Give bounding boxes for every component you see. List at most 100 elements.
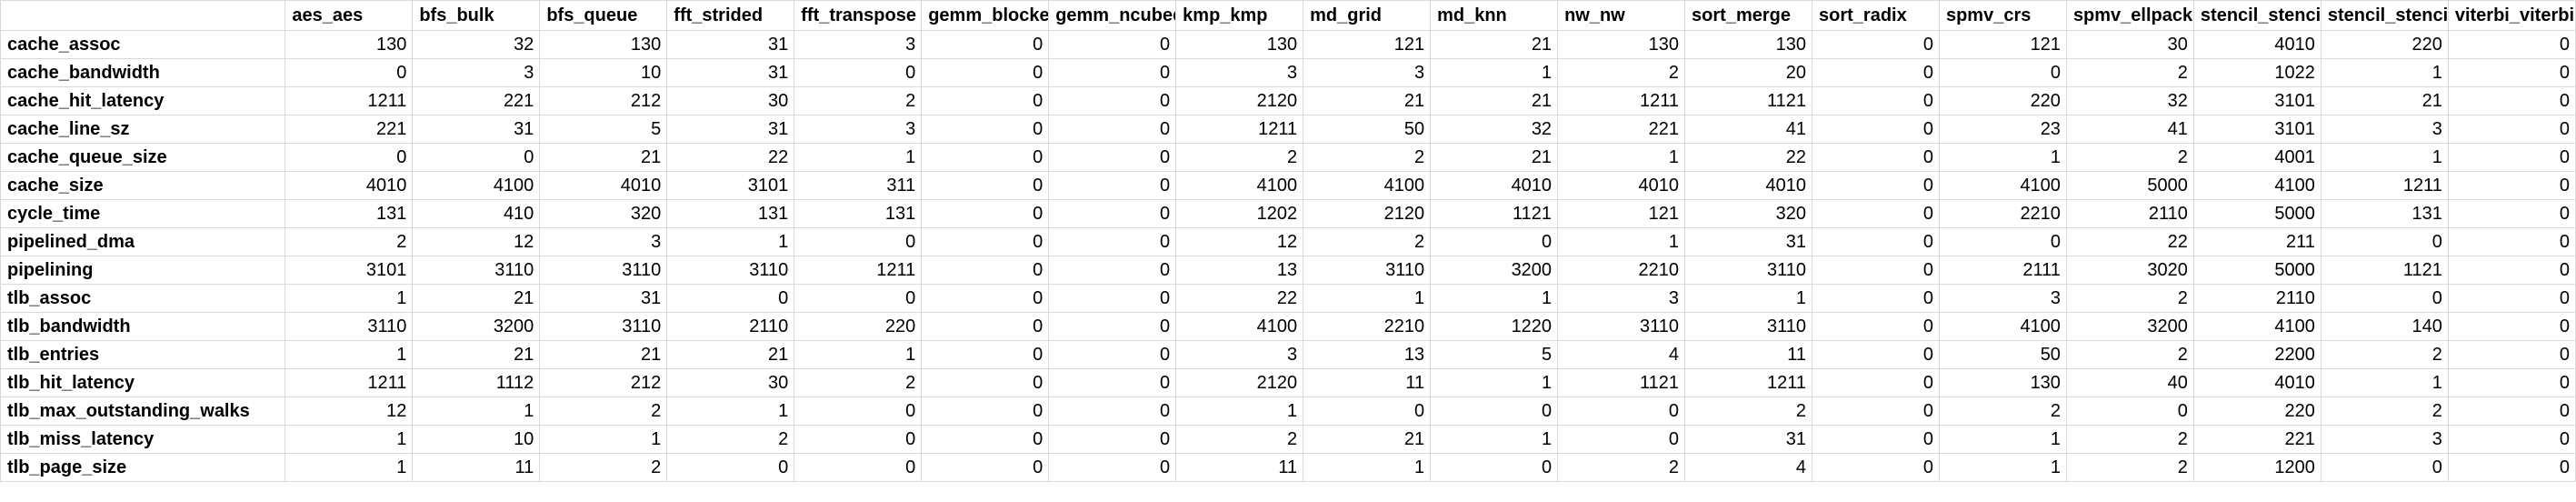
column-header-gemm-ncubed[interactable]: gemm_ncubed <box>1048 0 1177 31</box>
data-cell[interactable]: 0 <box>2447 312 2576 341</box>
data-cell[interactable]: 0 <box>2447 58 2576 87</box>
data-cell[interactable]: 31 <box>539 284 668 313</box>
data-cell[interactable]: 4 <box>1557 340 1686 369</box>
data-cell[interactable]: 4010 <box>2192 368 2321 397</box>
row-label-cache-line-sz[interactable]: cache_line_sz <box>0 115 286 144</box>
data-cell[interactable]: 130 <box>1175 30 1304 59</box>
row-label-tlb-bandwidth[interactable]: tlb_bandwidth <box>0 312 286 341</box>
column-header-spmv-ellpack[interactable]: spmv_ellpack <box>2065 0 2194 31</box>
data-cell[interactable]: 4010 <box>2192 30 2321 59</box>
data-cell[interactable]: 32 <box>412 30 541 59</box>
data-cell[interactable]: 3020 <box>2065 256 2194 285</box>
data-cell[interactable]: 1 <box>1938 143 2067 172</box>
data-cell[interactable]: 1121 <box>2320 256 2449 285</box>
data-cell[interactable]: 0 <box>794 425 923 454</box>
data-cell[interactable]: 0 <box>794 284 923 313</box>
data-cell[interactable]: 2210 <box>1557 256 1686 285</box>
data-cell[interactable]: 1 <box>794 143 923 172</box>
row-label-tlb-entries[interactable]: tlb_entries <box>0 340 286 369</box>
data-cell[interactable]: 0 <box>921 115 1050 144</box>
data-cell[interactable]: 3 <box>794 30 923 59</box>
data-cell[interactable]: 4100 <box>412 171 541 200</box>
data-cell[interactable]: 3110 <box>1684 256 1812 285</box>
row-label-tlb-page-size[interactable]: tlb_page_size <box>0 453 286 482</box>
data-cell[interactable]: 3110 <box>1557 312 1686 341</box>
data-cell[interactable]: 0 <box>794 453 923 482</box>
data-cell[interactable]: 4010 <box>1557 171 1686 200</box>
data-cell[interactable]: 41 <box>2065 115 2194 144</box>
data-cell[interactable]: 0 <box>921 284 1050 313</box>
row-label-tlb-max-outstanding-walks[interactable]: tlb_max_outstanding_walks <box>0 397 286 426</box>
data-cell[interactable]: 2110 <box>666 312 795 341</box>
data-cell[interactable]: 0 <box>921 143 1050 172</box>
data-cell[interactable]: 0 <box>794 397 923 426</box>
data-cell[interactable]: 130 <box>1684 30 1812 59</box>
data-cell[interactable]: 1211 <box>285 86 414 115</box>
data-cell[interactable]: 2120 <box>1175 86 1304 115</box>
data-cell[interactable]: 12 <box>412 227 541 256</box>
data-cell[interactable]: 11 <box>412 453 541 482</box>
data-cell[interactable]: 2 <box>2065 143 2194 172</box>
data-cell[interactable]: 1211 <box>1175 115 1304 144</box>
data-cell[interactable]: 22 <box>1175 284 1304 313</box>
data-cell[interactable]: 11 <box>1303 368 1432 397</box>
data-cell[interactable]: 10 <box>412 425 541 454</box>
column-header-kmp-kmp[interactable]: kmp_kmp <box>1175 0 1304 31</box>
data-cell[interactable]: 30 <box>666 368 795 397</box>
data-cell[interactable]: 50 <box>1303 115 1432 144</box>
data-cell[interactable]: 1211 <box>794 256 923 285</box>
data-cell[interactable]: 121 <box>1303 30 1432 59</box>
data-cell[interactable]: 2 <box>2065 453 2194 482</box>
column-header-md-grid[interactable]: md_grid <box>1303 0 1432 31</box>
data-cell[interactable]: 212 <box>539 86 668 115</box>
data-cell[interactable]: 130 <box>285 30 414 59</box>
data-cell[interactable]: 2210 <box>1938 199 2067 228</box>
data-cell[interactable]: 131 <box>794 199 923 228</box>
row-label-pipelined-dma[interactable]: pipelined_dma <box>0 227 286 256</box>
data-cell[interactable]: 0 <box>1048 340 1177 369</box>
row-label-cache-assoc[interactable]: cache_assoc <box>0 30 286 59</box>
data-cell[interactable]: 410 <box>412 199 541 228</box>
data-cell[interactable]: 1 <box>1430 368 1559 397</box>
data-cell[interactable]: 0 <box>1048 425 1177 454</box>
data-cell[interactable]: 2111 <box>1938 256 2067 285</box>
data-cell[interactable]: 2210 <box>1303 312 1432 341</box>
data-cell[interactable]: 3101 <box>666 171 795 200</box>
data-cell[interactable]: 140 <box>2320 312 2449 341</box>
data-cell[interactable]: 2 <box>1684 397 1812 426</box>
data-cell[interactable]: 3101 <box>285 256 414 285</box>
data-cell[interactable]: 0 <box>2447 30 2576 59</box>
data-cell[interactable]: 0 <box>1812 256 1940 285</box>
data-cell[interactable]: 3101 <box>2192 86 2321 115</box>
data-cell[interactable]: 130 <box>1938 368 2067 397</box>
data-cell[interactable]: 0 <box>1048 256 1177 285</box>
data-cell[interactable]: 0 <box>1430 227 1559 256</box>
data-cell[interactable]: 1211 <box>1557 86 1686 115</box>
data-cell[interactable]: 131 <box>2320 199 2449 228</box>
data-cell[interactable]: 22 <box>1684 143 1812 172</box>
data-cell[interactable]: 3 <box>1557 284 1686 313</box>
data-cell[interactable]: 1 <box>285 453 414 482</box>
data-cell[interactable]: 1 <box>1557 143 1686 172</box>
data-cell[interactable]: 31 <box>666 115 795 144</box>
data-cell[interactable]: 2110 <box>2065 199 2194 228</box>
data-cell[interactable]: 50 <box>1938 340 2067 369</box>
data-cell[interactable]: 2120 <box>1303 199 1432 228</box>
data-cell[interactable]: 0 <box>1048 115 1177 144</box>
data-cell[interactable]: 0 <box>921 312 1050 341</box>
data-cell[interactable]: 32 <box>1430 115 1559 144</box>
data-cell[interactable]: 4001 <box>2192 143 2321 172</box>
data-cell[interactable]: 3200 <box>412 312 541 341</box>
data-cell[interactable]: 2 <box>539 397 668 426</box>
data-cell[interactable]: 0 <box>1812 30 1940 59</box>
data-cell[interactable]: 31 <box>412 115 541 144</box>
data-cell[interactable]: 1 <box>1303 284 1432 313</box>
data-cell[interactable]: 4010 <box>1684 171 1812 200</box>
data-cell[interactable]: 0 <box>1812 199 1940 228</box>
data-cell[interactable]: 1022 <box>2192 58 2321 87</box>
data-cell[interactable]: 0 <box>921 227 1050 256</box>
data-cell[interactable]: 221 <box>2192 425 2321 454</box>
data-cell[interactable]: 21 <box>539 340 668 369</box>
row-label-tlb-miss-latency[interactable]: tlb_miss_latency <box>0 425 286 454</box>
row-label-cache-size[interactable]: cache_size <box>0 171 286 200</box>
